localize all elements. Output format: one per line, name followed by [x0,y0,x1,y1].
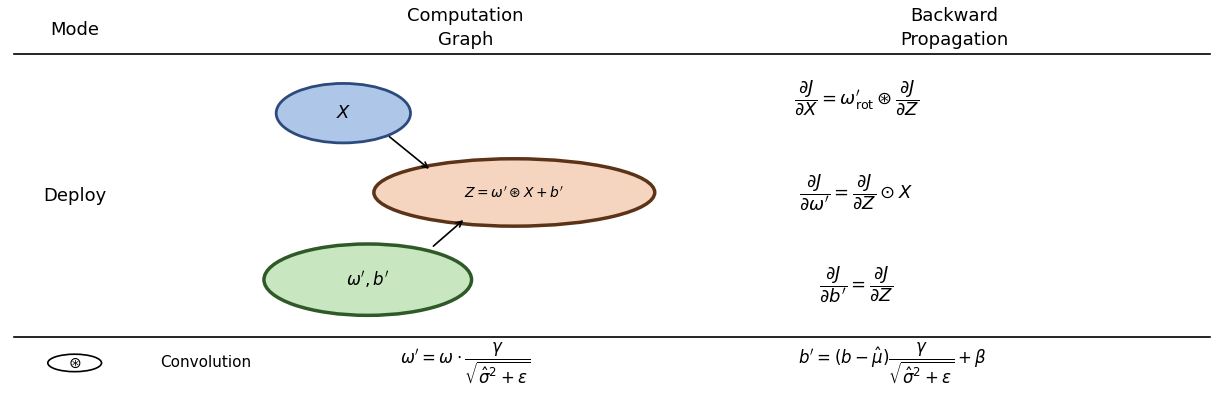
Text: Mode: Mode [50,21,99,39]
Text: $\dfrac{\partial J}{\partial \omega^{\prime}} = \dfrac{\partial J}{\partial Z} \: $\dfrac{\partial J}{\partial \omega^{\pr… [799,172,913,212]
Text: $\dfrac{\partial J}{\partial b^{\prime}} = \dfrac{\partial J}{\partial Z}$: $\dfrac{\partial J}{\partial b^{\prime}}… [819,264,894,304]
Text: $\omega^{\prime}, b^{\prime}$: $\omega^{\prime}, b^{\prime}$ [345,269,389,290]
Text: $\dfrac{\partial J}{\partial X} = \omega^{\prime}_{\mathrm{rot}} \circledast \df: $\dfrac{\partial J}{\partial X} = \omega… [793,78,919,117]
Text: $X$: $X$ [335,104,351,122]
Text: $\omega^{\prime} = \omega \cdot \dfrac{\gamma}{\sqrt{\hat{\sigma}^2 + \epsilon}}: $\omega^{\prime} = \omega \cdot \dfrac{\… [400,340,531,386]
Ellipse shape [264,244,471,315]
Text: Backward
Propagation: Backward Propagation [900,7,1009,49]
Text: Convolution: Convolution [160,356,251,370]
Ellipse shape [277,84,410,143]
Text: $Z = \omega^{\prime} \circledast X + b^{\prime}$: $Z = \omega^{\prime} \circledast X + b^{… [464,185,564,200]
Ellipse shape [373,159,655,226]
Text: Deploy: Deploy [43,188,106,206]
Text: $\circledast$: $\circledast$ [69,356,81,370]
Text: Computation
Graph: Computation Graph [408,7,524,49]
Text: $b^{\prime} = (b - \hat{\mu}) \dfrac{\gamma}{\sqrt{\hat{\sigma}^2 + \epsilon}} +: $b^{\prime} = (b - \hat{\mu}) \dfrac{\ga… [798,340,988,386]
